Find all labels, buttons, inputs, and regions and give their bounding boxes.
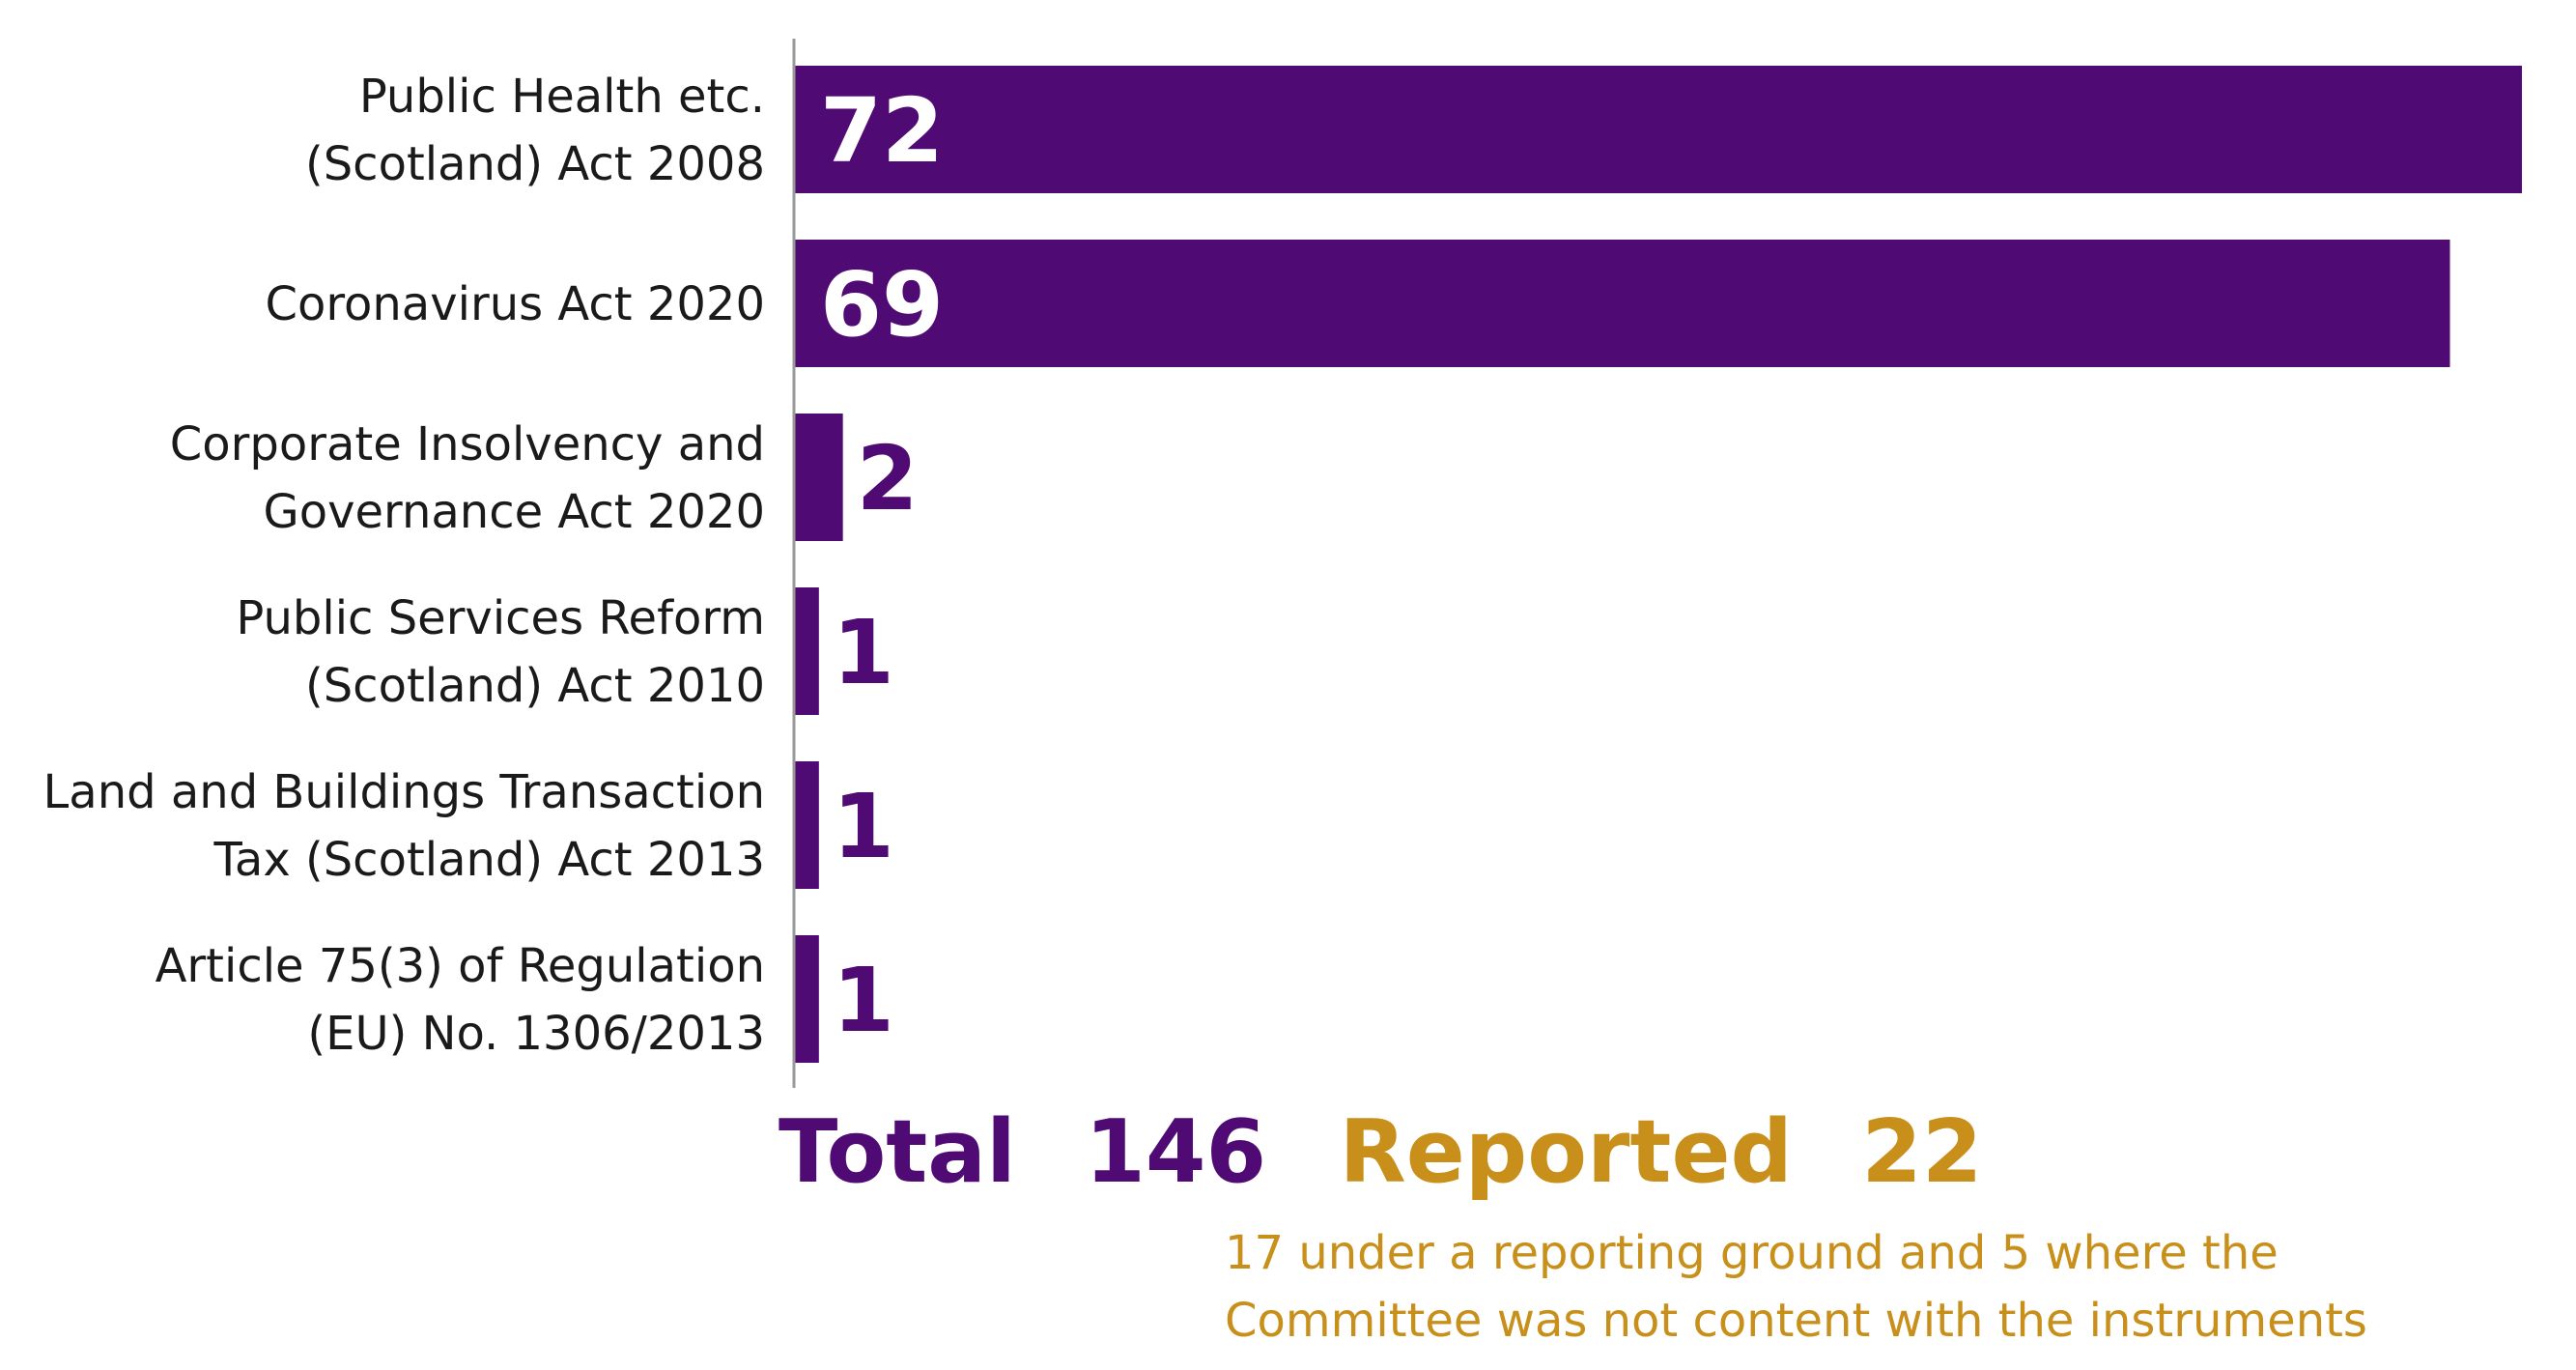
bar-5 (795, 935, 819, 1063)
category-label-5-1: (EU) No. 1306/2013 (307, 1007, 765, 1061)
reported-label: Reported (1339, 1101, 1793, 1203)
category-label-4-1: Tax (Scotland) Act 2013 (213, 833, 765, 887)
category-label-4-0: Land and Buildings Transaction (43, 765, 765, 819)
bars-group (795, 66, 2522, 1063)
category-label-0-1: (Scotland) Act 2008 (305, 137, 765, 191)
value-label-5: 1 (833, 949, 894, 1052)
reported-note: 17 under a reporting ground and 5 where … (1225, 1226, 2367, 1348)
bar-3 (795, 587, 819, 715)
category-label-2-1: Governance Act 2020 (264, 485, 765, 539)
value-label-1: 69 (820, 253, 944, 357)
value-label-0: 72 (820, 79, 944, 183)
category-label-3-1: (Scotland) Act 2010 (305, 659, 765, 713)
category-labels-group: Public Health etc. (Scotland) Act 2008 Cor… (43, 70, 765, 1061)
value-label-3: 1 (833, 601, 894, 704)
bar-1 (795, 240, 2450, 367)
bar-2 (795, 414, 843, 541)
value-label-2: 2 (857, 427, 919, 530)
value-labels-group: 72 69 2 1 1 1 (820, 79, 944, 1052)
value-label-4: 1 (833, 775, 894, 878)
bar-0 (795, 66, 2522, 193)
reported-value: 22 (1861, 1101, 1983, 1203)
total-value: 146 (1085, 1101, 1267, 1203)
bar-4 (795, 761, 819, 889)
summary-line: Total 146 Reported 22 (778, 1101, 1983, 1203)
category-label-5-0: Article 75(3) of Regulation (156, 939, 765, 993)
category-label-0-0: Public Health etc. (359, 70, 765, 124)
total-label: Total (778, 1101, 1016, 1203)
category-label-2-0: Corporate Insolvency and (170, 417, 765, 471)
category-label-3-0: Public Services Reform (236, 591, 765, 645)
category-label-1-0: Coronavirus Act 2020 (265, 277, 765, 331)
